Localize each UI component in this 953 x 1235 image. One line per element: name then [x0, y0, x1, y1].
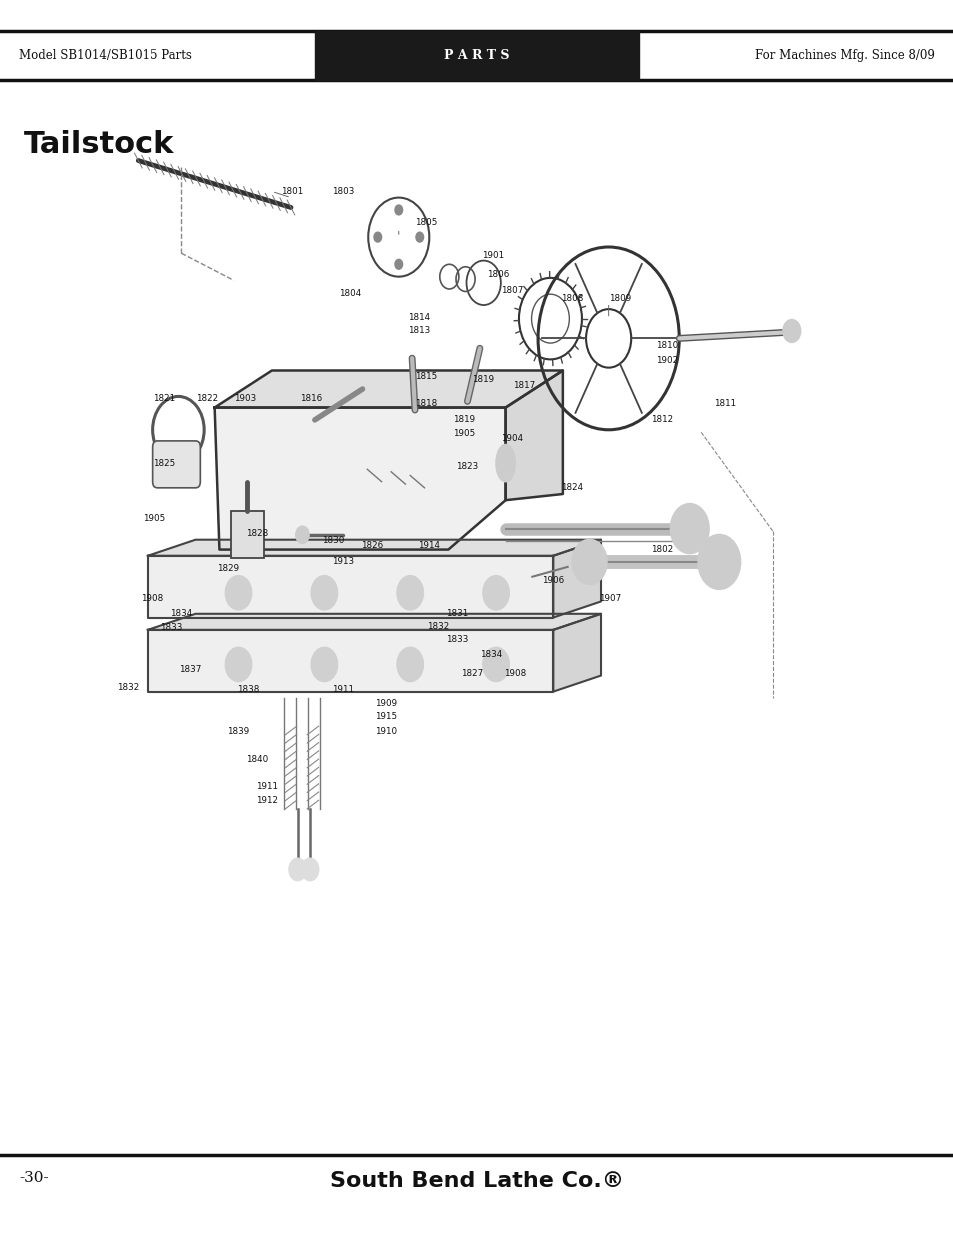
Text: 1827: 1827	[460, 668, 482, 678]
Text: 1915: 1915	[375, 711, 396, 721]
Text: 1901: 1901	[481, 251, 503, 261]
Text: For Machines Mfg. Since 8/09: For Machines Mfg. Since 8/09	[754, 49, 934, 62]
Circle shape	[395, 259, 402, 269]
Text: 1914: 1914	[417, 541, 439, 551]
Circle shape	[698, 535, 740, 589]
Text: 1912: 1912	[255, 795, 277, 805]
Text: 1910: 1910	[375, 726, 396, 736]
Text: 1834: 1834	[170, 609, 192, 619]
Circle shape	[289, 858, 306, 881]
Text: 1822: 1822	[195, 394, 217, 404]
Text: 1839: 1839	[227, 726, 249, 736]
Text: 1905: 1905	[143, 514, 165, 524]
Text: 1913: 1913	[332, 557, 354, 567]
Text: South Bend Lathe Co.®: South Bend Lathe Co.®	[330, 1171, 623, 1191]
Text: 1817: 1817	[513, 380, 535, 390]
Text: Tailstock: Tailstock	[24, 130, 174, 158]
Text: 1829: 1829	[217, 563, 239, 573]
Polygon shape	[214, 370, 562, 408]
Polygon shape	[553, 614, 600, 692]
Text: 1911: 1911	[332, 684, 354, 694]
Text: 1902: 1902	[656, 356, 678, 366]
Polygon shape	[505, 370, 562, 500]
Circle shape	[301, 858, 318, 881]
Text: 1828: 1828	[246, 529, 268, 538]
Text: 1819: 1819	[472, 374, 494, 384]
Text: 1819: 1819	[453, 415, 475, 425]
Text: 1814: 1814	[408, 312, 430, 322]
Circle shape	[225, 576, 252, 610]
Circle shape	[395, 205, 402, 215]
Text: 1805: 1805	[415, 217, 436, 227]
Text: 1804: 1804	[338, 289, 360, 299]
Circle shape	[482, 647, 509, 682]
Text: 1906: 1906	[541, 576, 563, 585]
Text: 1806: 1806	[486, 269, 508, 279]
Text: 1837: 1837	[179, 664, 201, 674]
Text: 1838: 1838	[236, 684, 258, 694]
Circle shape	[482, 576, 509, 610]
Polygon shape	[148, 614, 600, 630]
Circle shape	[572, 540, 606, 584]
Polygon shape	[148, 556, 553, 618]
Polygon shape	[148, 630, 553, 692]
Text: 1818: 1818	[415, 399, 436, 409]
Text: 1908: 1908	[503, 668, 525, 678]
Text: 1907: 1907	[598, 594, 620, 604]
Text: 1812: 1812	[650, 415, 672, 425]
Text: 1834: 1834	[479, 650, 501, 659]
Text: 1811: 1811	[713, 399, 735, 409]
Polygon shape	[553, 540, 600, 618]
Text: 1813: 1813	[408, 326, 430, 336]
Text: 1826: 1826	[360, 541, 382, 551]
Text: 1833: 1833	[160, 622, 182, 632]
Text: 1832: 1832	[427, 621, 449, 631]
Polygon shape	[214, 408, 505, 550]
Text: 1904: 1904	[500, 433, 522, 443]
Circle shape	[396, 576, 423, 610]
Text: 1908: 1908	[141, 594, 163, 604]
Circle shape	[225, 647, 252, 682]
Text: 1802: 1802	[650, 545, 672, 555]
Text: 1803: 1803	[332, 186, 354, 196]
Text: 1824: 1824	[560, 483, 582, 493]
Text: Model SB1014/SB1015 Parts: Model SB1014/SB1015 Parts	[19, 49, 192, 62]
Text: 1815: 1815	[415, 372, 436, 382]
Ellipse shape	[496, 445, 515, 482]
Text: 1832: 1832	[117, 683, 139, 693]
FancyBboxPatch shape	[152, 441, 200, 488]
Circle shape	[311, 647, 337, 682]
Text: 1809: 1809	[608, 294, 630, 304]
Text: 1831: 1831	[446, 609, 468, 619]
Text: -30-: -30-	[19, 1171, 49, 1184]
Text: 1810: 1810	[656, 341, 678, 351]
Text: 1816: 1816	[300, 394, 322, 404]
Text: 1801: 1801	[281, 186, 303, 196]
Text: 1909: 1909	[375, 699, 396, 709]
Text: 1823: 1823	[456, 462, 477, 472]
Circle shape	[374, 232, 381, 242]
Text: 1808: 1808	[560, 294, 582, 304]
Text: P A R T S: P A R T S	[444, 49, 509, 62]
Text: 1840: 1840	[246, 755, 268, 764]
Circle shape	[782, 320, 800, 342]
Circle shape	[295, 526, 309, 543]
Circle shape	[670, 504, 708, 553]
Polygon shape	[148, 540, 600, 556]
Text: 1821: 1821	[152, 394, 174, 404]
Text: 1903: 1903	[233, 394, 255, 404]
Text: 1911: 1911	[255, 782, 277, 792]
Text: 1905: 1905	[453, 429, 475, 438]
Bar	[314, 31, 639, 80]
Bar	[231, 511, 264, 558]
Text: 1833: 1833	[446, 635, 468, 645]
Circle shape	[311, 576, 337, 610]
Circle shape	[396, 647, 423, 682]
Text: 1825: 1825	[152, 458, 174, 468]
Text: 1830: 1830	[322, 536, 344, 546]
Circle shape	[416, 232, 423, 242]
Text: 1807: 1807	[500, 285, 522, 295]
